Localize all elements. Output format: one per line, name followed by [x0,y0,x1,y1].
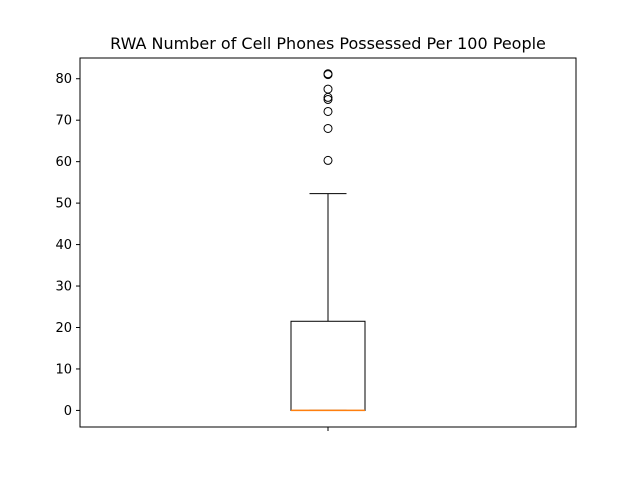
outlier-point [323,106,333,116]
outlier-point [323,92,333,102]
y-tick-label: 20 [55,321,72,336]
y-tick-label: 0 [64,404,72,419]
chart-title: RWA Number of Cell Phones Possessed Per … [110,34,546,53]
y-tick-label: 40 [55,238,72,253]
y-tick-label: 60 [55,155,72,170]
outlier-point [323,94,333,104]
box-iqr [290,320,366,411]
y-tick-label: 80 [55,72,72,87]
outlier-point [323,69,333,79]
plot-area: 0 10 20 30 40 50 60 70 80 [55,57,577,431]
y-tick-label: 70 [55,114,72,129]
outlier-point [323,84,333,94]
outlier-point [323,123,333,133]
y-tick-label: 10 [55,362,72,377]
outlier-point [323,155,333,165]
y-tick-label: 30 [55,280,72,295]
y-tick-label: 50 [55,197,72,212]
